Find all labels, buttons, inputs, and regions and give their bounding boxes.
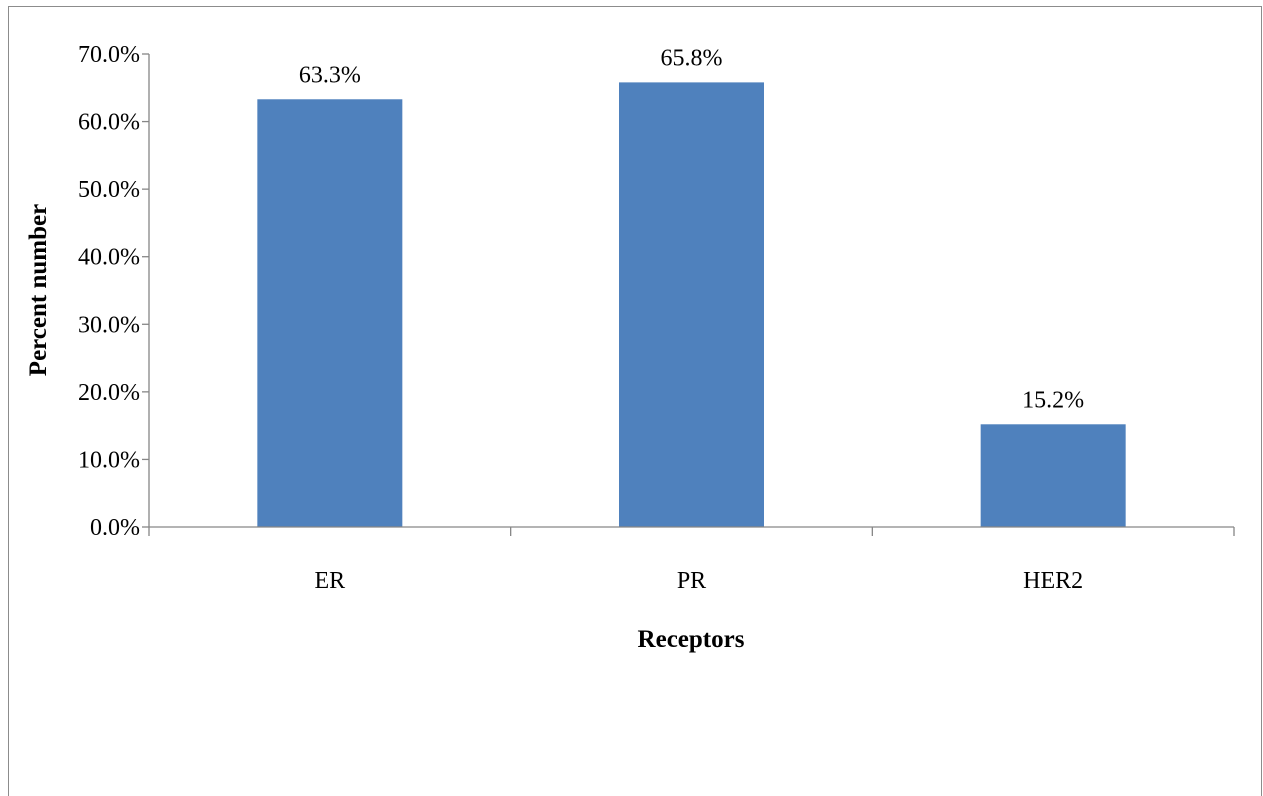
y-tick-label: 30.0%: [78, 312, 140, 338]
x-axis: ER PR HER2: [148, 526, 1235, 594]
bars-group: [257, 82, 1126, 527]
data-label-her2: 15.2%: [1022, 387, 1084, 413]
bar-pr: [619, 82, 764, 527]
data-label-pr: 65.8%: [661, 45, 723, 71]
y-tick-label: 50.0%: [78, 177, 140, 203]
x-tick-label: HER2: [1023, 568, 1083, 594]
y-tick-label: 70.0%: [78, 42, 140, 68]
x-tick-label: ER: [314, 568, 345, 594]
y-tick-label: 20.0%: [78, 380, 140, 406]
y-axis-title: Percent number: [25, 204, 52, 376]
y-tick-label: 60.0%: [78, 110, 140, 136]
y-tick-label: 0.0%: [90, 515, 140, 541]
bar-her2: [980, 424, 1126, 527]
y-axis: 0.0% 10.0% 20.0% 30.0% 40.0% 50.0% 60.0% 70.0%: [78, 42, 150, 541]
bar-er: [257, 99, 403, 527]
y-tick-label: 10.0%: [78, 447, 140, 473]
data-label-er: 63.3%: [299, 62, 361, 88]
data-labels-group: 63.3% 65.8% 15.2%: [299, 45, 1084, 413]
x-tick-label: PR: [677, 568, 706, 594]
y-tick-label: 40.0%: [78, 245, 140, 271]
x-axis-title: Receptors: [638, 626, 745, 653]
chart-frame: [8, 6, 1262, 796]
